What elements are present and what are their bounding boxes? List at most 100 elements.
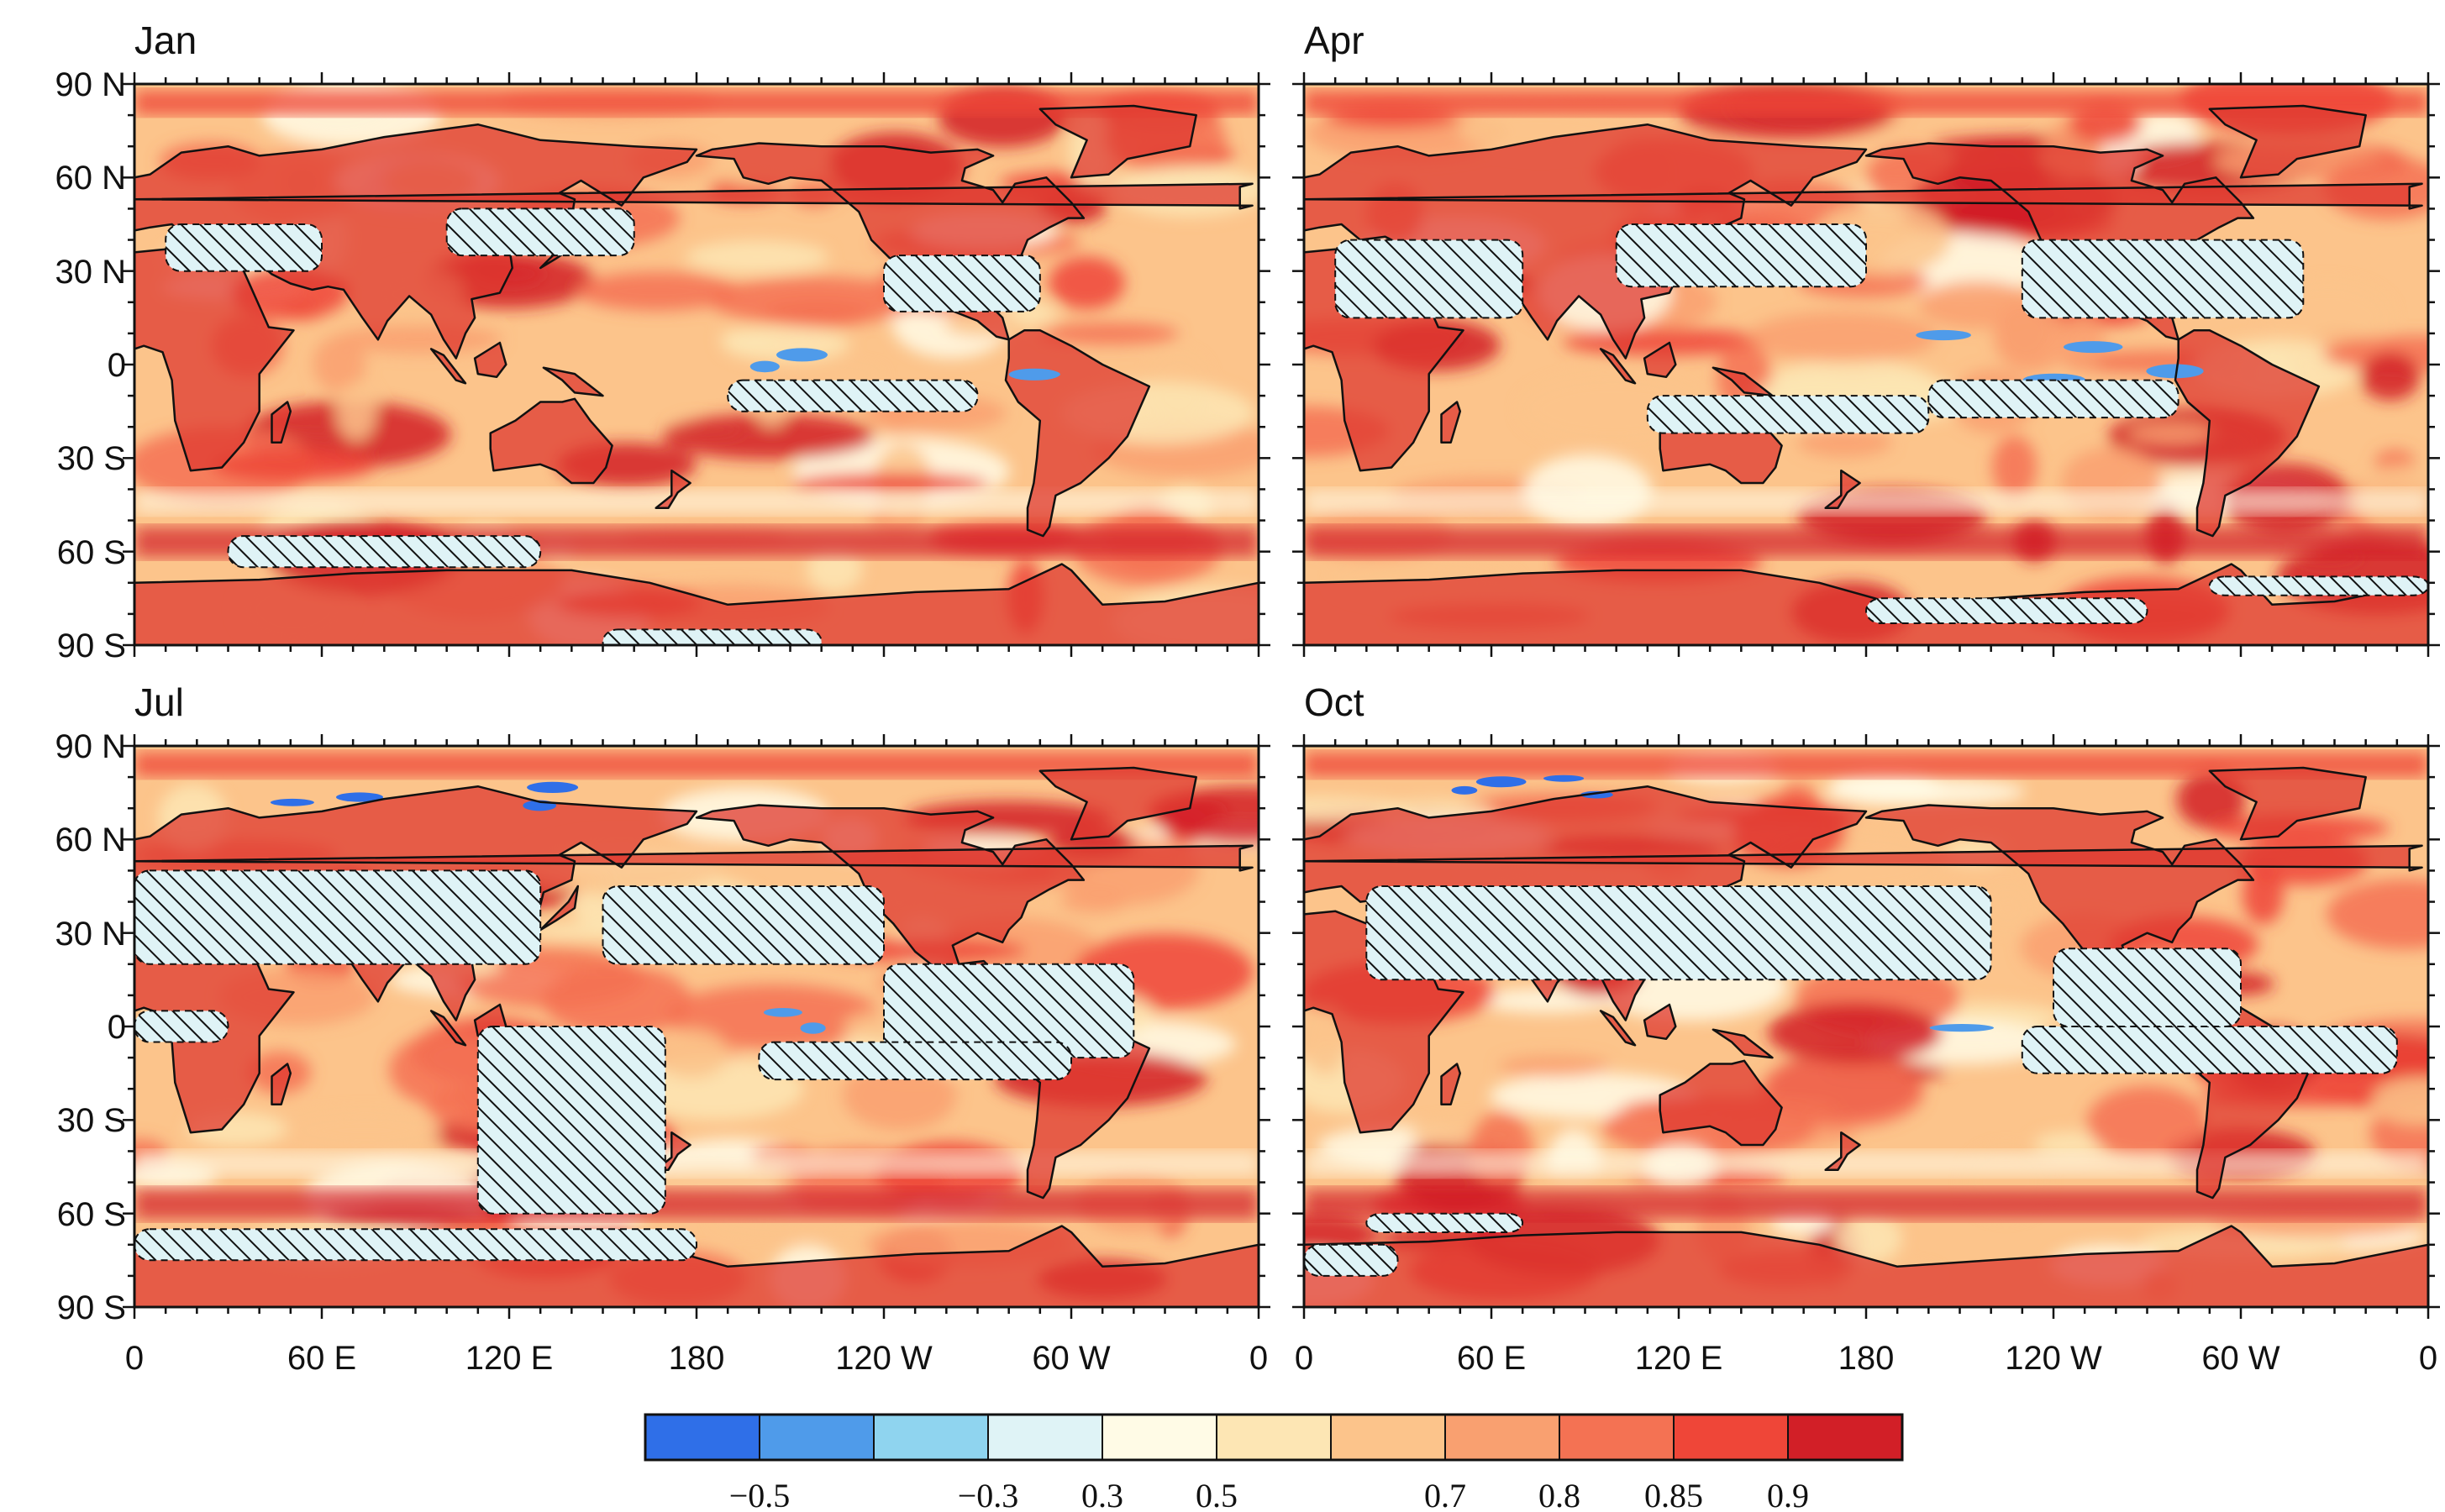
y-tick-label: 30 N (55, 916, 127, 953)
field-patch (389, 1032, 507, 1108)
negative-patch (1543, 774, 1585, 782)
negative-patch (2146, 364, 2204, 379)
hatch-region (1646, 395, 1930, 434)
field-patch (576, 271, 739, 311)
land-fill (134, 845, 1253, 871)
coastline (1712, 1028, 1774, 1059)
hatch-region (758, 1041, 1072, 1081)
coastline (1304, 182, 2423, 210)
panel-oct: Oct 0 60 E 120 E 180 120 W 60 W 0 (1292, 680, 2440, 1377)
colorbar-labels: −0.5 −0.3 0.3 0.5 0.7 0.8 0.85 0.9 (729, 1477, 1809, 1512)
hatch-region (602, 885, 885, 965)
coastline (489, 397, 613, 485)
field-patch (2086, 1085, 2207, 1159)
colorbar-label: 0.85 (1644, 1477, 1703, 1512)
hatch-region (1865, 597, 2148, 624)
negative-patch (763, 1008, 802, 1017)
coastline (134, 844, 1254, 872)
x-tick-label: 60 E (287, 1340, 356, 1377)
coastline (1599, 348, 1637, 385)
panel-title: Oct (1304, 680, 1364, 724)
hatch-region (1304, 1243, 1399, 1277)
hatch-region (134, 1228, 697, 1262)
field-patch (1994, 304, 2071, 373)
field-patch (2327, 879, 2428, 949)
coastline (695, 804, 1086, 1003)
y-tick-label: 60 N (55, 160, 127, 197)
land-fill (1304, 124, 1866, 359)
colorbar-bin (1444, 1414, 1561, 1461)
colorbar-bin (1330, 1414, 1447, 1461)
field-patch (1767, 1002, 1943, 1063)
coastline (1864, 804, 2255, 1003)
colorbar-bin (873, 1414, 990, 1461)
field-patch (2360, 353, 2421, 401)
land-fill (655, 1132, 691, 1170)
hatch-region (476, 1026, 666, 1215)
y-tick-label: 0 (108, 347, 126, 384)
land-fill (543, 367, 603, 396)
colorbar-label: −0.3 (958, 1477, 1019, 1512)
land-fill (431, 349, 465, 384)
x-tick-label: 120 W (2005, 1340, 2102, 1377)
hatch-region (1615, 223, 1867, 288)
negative-patch (749, 360, 780, 373)
land-fill (2175, 330, 2319, 537)
land-fill (134, 124, 697, 359)
land-fill (1601, 1011, 1635, 1046)
land-fill (1441, 1063, 1460, 1105)
colorbar-label: 0.5 (1196, 1477, 1238, 1512)
hatch-region (883, 255, 1041, 312)
x-tick-label: 60 E (1457, 1340, 1526, 1377)
land-fill (1825, 1132, 1860, 1170)
x-tick-label: 180 (669, 1340, 725, 1377)
hatch-region (165, 223, 323, 272)
coastline (2208, 766, 2367, 841)
land-fill (134, 183, 1253, 209)
coastline (1824, 469, 1861, 509)
colorbar-label: 0.3 (1081, 1477, 1123, 1512)
colorbar-bin (1102, 1414, 1218, 1461)
colorbar-label: 0.9 (1767, 1477, 1809, 1512)
land-fill (431, 1011, 465, 1046)
coastline (655, 469, 691, 509)
map-field (134, 746, 1259, 1307)
field-band (1304, 1151, 2428, 1177)
coastline (1304, 844, 2423, 872)
tick-marks (123, 734, 1270, 1319)
y-tick-label: 30 S (57, 440, 126, 477)
field-patch (542, 964, 691, 1037)
land-fill (475, 343, 507, 377)
hatch-region (134, 1010, 229, 1043)
x-axis: 0 60 E 120 E 180 120 W 60 W 0 (1295, 1340, 2437, 1377)
negative-patch (2064, 341, 2123, 354)
land-fill (271, 1063, 291, 1105)
colorbar-bin (759, 1414, 875, 1461)
coastline (1038, 766, 1197, 841)
field-patch (1985, 888, 2031, 929)
y-tick-label: 90 N (55, 66, 127, 103)
field-patch (2372, 1077, 2428, 1126)
colorbar-bin (1787, 1414, 1904, 1461)
tick-marks (1292, 72, 2440, 657)
field-patch (1060, 889, 1128, 913)
land-fill (490, 398, 613, 483)
hatch-region (2208, 575, 2428, 596)
field-patch (336, 382, 376, 441)
hatch-region (727, 379, 979, 412)
colorbar: −0.5 −0.3 0.3 0.5 0.7 0.8 0.85 0.9 (644, 1413, 1904, 1512)
significance-hatching (165, 207, 1041, 645)
panel-title: Apr (1304, 18, 1364, 62)
negative-patch (1451, 785, 1478, 795)
coastline (1599, 1010, 1637, 1047)
hatch-region (1365, 885, 1992, 981)
x-tick-label: 120 W (835, 1340, 933, 1377)
coastline (134, 563, 1259, 645)
x-tick-label: 0 (1249, 1340, 1268, 1377)
field-patch (655, 1029, 728, 1079)
land-fill (1304, 564, 2428, 645)
x-tick-label: 0 (125, 1340, 144, 1377)
field-patch (1835, 1213, 1902, 1264)
land-fill (271, 402, 291, 443)
coastline (1304, 563, 2428, 645)
